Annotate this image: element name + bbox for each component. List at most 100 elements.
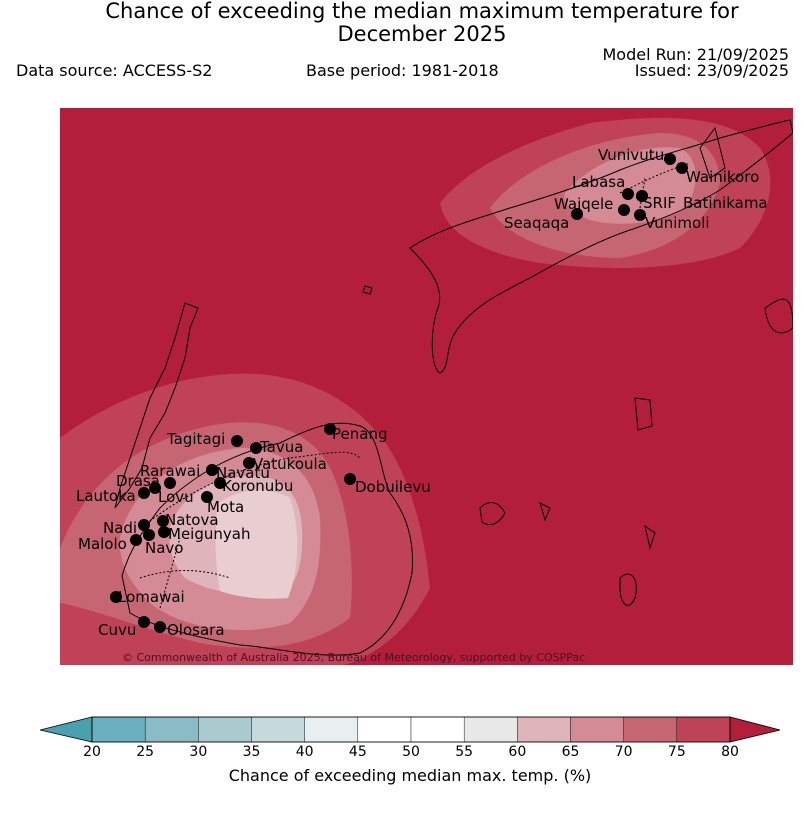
station-vunivutu[interactable]: Vunivutu bbox=[598, 146, 676, 165]
station-navo[interactable]: Navo bbox=[143, 529, 183, 557]
title-line-2: December 2025 bbox=[337, 22, 507, 46]
svg-text:Vatukoula: Vatukoula bbox=[253, 455, 327, 473]
viti-levu-contours bbox=[60, 373, 430, 665]
colorbar-tick-label: 30 bbox=[189, 744, 208, 760]
station-tavua[interactable]: Tavua bbox=[250, 438, 303, 456]
svg-text:Lomawai: Lomawai bbox=[118, 588, 185, 606]
svg-text:Nadi: Nadi bbox=[103, 519, 137, 537]
colorbar-tick-label: 25 bbox=[136, 744, 155, 760]
taveuni-coastline bbox=[699, 126, 726, 179]
svg-text:Cuvu: Cuvu bbox=[98, 621, 136, 639]
title-line-1: Chance of exceeding the median maximum t… bbox=[105, 0, 739, 23]
station-vunimoli[interactable]: Vunimoli bbox=[634, 209, 710, 232]
lau-island-1 bbox=[634, 397, 653, 431]
station-wainikoro[interactable]: Wainikoro bbox=[676, 162, 759, 186]
lau-island-4 bbox=[644, 524, 656, 550]
station-labasa[interactable]: Labasa bbox=[572, 173, 634, 200]
station-lomawai[interactable]: Lomawai bbox=[110, 588, 185, 606]
vanua-levu-contours bbox=[440, 117, 771, 268]
station-lovu[interactable]: Lovu bbox=[149, 482, 194, 506]
colorbar-segment bbox=[463, 716, 518, 743]
coastlines bbox=[114, 119, 793, 656]
station-batinikama[interactable]: Batinikama bbox=[636, 190, 768, 212]
station-mota[interactable]: Mota bbox=[201, 491, 244, 516]
colorbar-segment bbox=[357, 716, 412, 743]
svg-text:Seaqaqa: Seaqaqa bbox=[504, 214, 569, 232]
station-layer: Vunivutu Wainikoro Labasa SRIF Batinikam… bbox=[76, 146, 768, 639]
svg-text:Labasa: Labasa bbox=[572, 173, 625, 191]
lau-island-3 bbox=[539, 502, 551, 522]
station-tagitagi[interactable]: Tagitagi bbox=[166, 430, 243, 448]
colorbar-tick-label: 60 bbox=[508, 744, 527, 760]
colorbar-tick-label: 55 bbox=[455, 744, 474, 760]
colorbar-segment bbox=[91, 716, 146, 743]
colorbar-title: Chance of exceeding median max. temp. (%… bbox=[228, 766, 592, 785]
colorbar-segment bbox=[623, 716, 678, 743]
colorbar-segment bbox=[304, 716, 359, 743]
station-dobuilevu[interactable]: Dobuilevu bbox=[344, 473, 431, 496]
data-source: Data source: ACCESS-S2 bbox=[16, 61, 213, 80]
colorbar-segment bbox=[198, 716, 252, 743]
model-run: Model Run: 21/09/2025 bbox=[602, 45, 790, 64]
station-penang[interactable]: Penang bbox=[324, 423, 387, 443]
svg-text:Koronubu: Koronubu bbox=[222, 477, 293, 495]
colorbar-tick-label: 75 bbox=[667, 744, 686, 760]
station-olosara[interactable]: Olosara bbox=[154, 621, 225, 639]
svg-text:Olosara: Olosara bbox=[167, 621, 225, 639]
station-malolo[interactable]: Malolo bbox=[78, 534, 142, 553]
station-cuvu[interactable]: Cuvu bbox=[98, 616, 150, 639]
probability-map: Vunivutu Wainikoro Labasa SRIF Batinikam… bbox=[60, 108, 793, 665]
station-drasa[interactable]: Drasa bbox=[116, 472, 176, 490]
copyright-notice: © Commonwealth of Australia 2025, Bureau… bbox=[122, 651, 585, 664]
svg-text:Penang: Penang bbox=[332, 425, 387, 443]
viti-levu-coastline bbox=[121, 422, 414, 656]
station-waiqele[interactable]: Waiqele bbox=[554, 195, 630, 216]
station-seaqaqa[interactable]: Seaqaqa bbox=[504, 208, 583, 232]
station-meigunyah[interactable]: Meigunyah bbox=[158, 525, 250, 543]
svg-text:Dobuilevu: Dobuilevu bbox=[355, 478, 431, 496]
colorbar-over-arrow bbox=[729, 716, 781, 743]
colorbar-segment bbox=[410, 716, 465, 743]
map-title: Chance of exceeding the median maximum t… bbox=[0, 0, 804, 46]
svg-text:Batinikama: Batinikama bbox=[683, 194, 768, 212]
station-nadi[interactable]: Nadi bbox=[103, 519, 150, 537]
svg-text:Drasa: Drasa bbox=[116, 472, 160, 490]
svg-text:Navatu: Navatu bbox=[216, 464, 270, 482]
svg-text:Tavua: Tavua bbox=[259, 438, 303, 456]
base-period: Base period: 1981-2018 bbox=[306, 61, 499, 80]
colorbar-tick-label: 70 bbox=[614, 744, 633, 760]
issued-date: Issued: 23/09/2025 bbox=[634, 61, 789, 80]
svg-text:Vunimoli: Vunimoli bbox=[645, 214, 710, 232]
lau-island-2 bbox=[619, 573, 637, 606]
station-navatu[interactable]: Navatu bbox=[206, 464, 270, 482]
station-lautoka[interactable]: Lautoka bbox=[76, 487, 150, 505]
yasawa-coastline bbox=[114, 302, 199, 509]
station-natova[interactable]: Natova bbox=[157, 511, 219, 529]
colorbar-tick-label: 50 bbox=[402, 744, 420, 760]
svg-text:Mota: Mota bbox=[207, 498, 244, 516]
colorbar-frame bbox=[91, 716, 731, 743]
svg-text:Lautoka: Lautoka bbox=[76, 487, 136, 505]
svg-text:Meigunyah: Meigunyah bbox=[168, 525, 250, 543]
colorbar-tick-label: 65 bbox=[561, 744, 580, 760]
svg-text:Vunivutu: Vunivutu bbox=[598, 146, 664, 164]
kadavu-coastline bbox=[479, 502, 506, 526]
colorbar-segment bbox=[570, 716, 624, 743]
colorbar-tick-label: 80 bbox=[721, 744, 739, 760]
colorbar-segment bbox=[676, 716, 731, 743]
district-boundaries bbox=[139, 162, 691, 609]
station-vatukoula[interactable]: Vatukoula bbox=[243, 455, 327, 473]
svg-text:SRIF: SRIF bbox=[643, 194, 676, 212]
svg-text:Lovu: Lovu bbox=[158, 488, 194, 506]
colorbar-tick-label: 45 bbox=[348, 744, 367, 760]
svg-text:Natova: Natova bbox=[165, 511, 219, 529]
svg-text:Navo: Navo bbox=[145, 539, 183, 557]
colorbar bbox=[40, 716, 781, 743]
svg-text:Waiqele: Waiqele bbox=[554, 195, 613, 213]
colorbar-tick-label: 40 bbox=[295, 744, 314, 760]
colorbar-under-arrow bbox=[40, 716, 93, 743]
station-koronubu[interactable]: Koronubu bbox=[214, 477, 293, 495]
svg-text:Rarawai: Rarawai bbox=[140, 462, 200, 480]
colorbar-segment bbox=[517, 716, 571, 743]
svg-text:Wainikoro: Wainikoro bbox=[686, 168, 759, 186]
